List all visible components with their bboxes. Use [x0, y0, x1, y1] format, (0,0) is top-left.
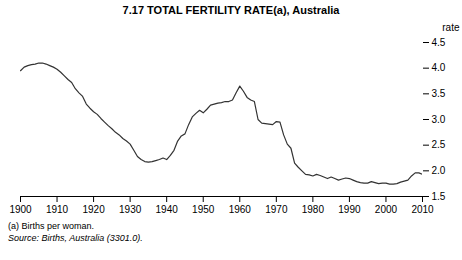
svg-text:1980: 1980 [302, 204, 325, 215]
svg-text:3.0: 3.0 [432, 114, 446, 125]
html-text:7.17 TOTAL FERTILITY RATE(a),: 7.17 TOTAL FERTILITY RATE(a), Australia [122, 4, 340, 16]
svg-text:2.5: 2.5 [432, 139, 446, 150]
svg-text:1910: 1910 [46, 204, 69, 215]
svg-text:1970: 1970 [265, 204, 288, 215]
svg-text:1950: 1950 [192, 204, 215, 215]
svg-text:2000: 2000 [375, 204, 398, 215]
svg-text:2010: 2010 [411, 204, 434, 215]
svg-text:4.5: 4.5 [432, 37, 446, 48]
svg-text:1940: 1940 [156, 204, 179, 215]
svg-text:1960: 1960 [229, 204, 252, 215]
svg-text:1990: 1990 [338, 204, 361, 215]
svg-text:1920: 1920 [82, 204, 105, 215]
html-text:(a) Births per woman.: (a) Births per woman. [8, 221, 94, 231]
svg-text:3.5: 3.5 [432, 88, 446, 99]
svg-text:2.0: 2.0 [432, 165, 446, 176]
svg-text:rate: rate [442, 22, 460, 33]
svg-text:1.5: 1.5 [432, 191, 446, 202]
svg-text:4.0: 4.0 [432, 62, 446, 73]
svg-text:1900: 1900 [9, 204, 32, 215]
html-text:Source: Births, Australia (330: Source: Births, Australia (3301.0). [8, 233, 143, 243]
svg-text:1930: 1930 [119, 204, 142, 215]
